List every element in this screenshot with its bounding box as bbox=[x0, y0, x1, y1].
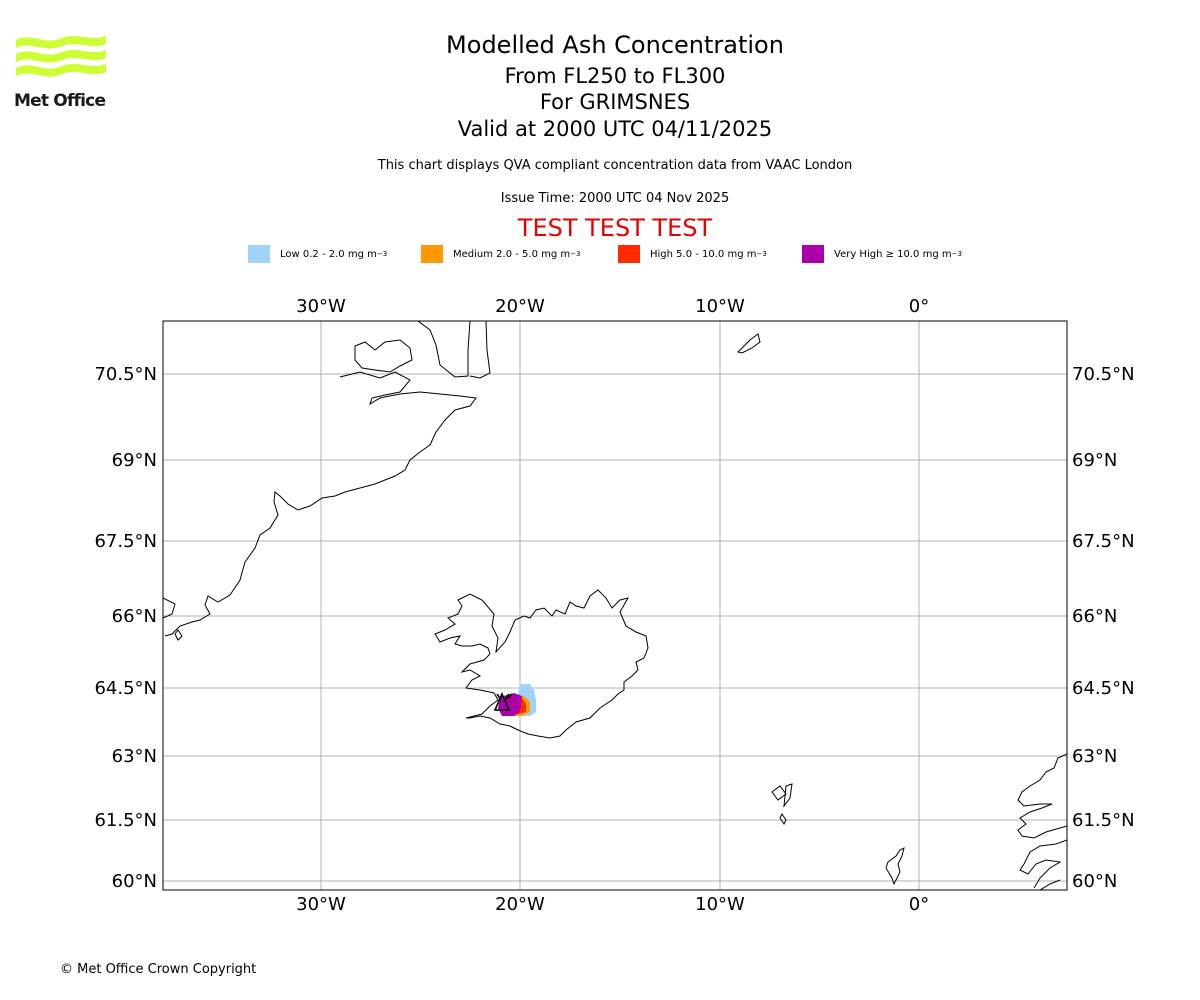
lon-label-30w: 30°W bbox=[296, 296, 346, 317]
legend-item-very-high: Very High ≥ 10.0 mg m −3 bbox=[802, 244, 962, 264]
legend-item-high: High 5.0 - 10.0 mg m −3 bbox=[618, 244, 767, 264]
chart-title: Modelled Ash Concentration bbox=[446, 31, 784, 59]
legend-label-very-high: Very High ≥ 10.0 mg m bbox=[834, 248, 952, 260]
legend-swatch-high bbox=[618, 245, 640, 263]
lon-label-0: 0° bbox=[909, 894, 929, 915]
lat-label: 66°N bbox=[112, 606, 157, 627]
gridlines bbox=[163, 321, 1067, 890]
met-office-logo bbox=[16, 36, 106, 77]
test-banner: TEST TEST TEST bbox=[517, 214, 713, 242]
lat-label: 63°N bbox=[112, 746, 157, 767]
coastlines bbox=[163, 321, 1067, 890]
lat-label: 61.5°N bbox=[1072, 810, 1135, 831]
legend-item-medium: Medium 2.0 - 5.0 mg m −3 bbox=[421, 244, 580, 264]
lat-label: 66°N bbox=[1072, 606, 1117, 627]
lat-label: 67.5°N bbox=[1072, 531, 1135, 552]
latitude-labels-right: 70.5°N 69°N 67.5°N 66°N 64.5°N 63°N 61.5… bbox=[1072, 364, 1135, 892]
met-office-wordmark: Met Office bbox=[14, 91, 106, 111]
lon-label-10w: 10°W bbox=[695, 894, 745, 915]
lat-label: 63°N bbox=[1072, 746, 1117, 767]
lat-label: 60°N bbox=[1072, 871, 1117, 892]
ash-plume bbox=[493, 684, 536, 716]
legend-label-medium: Medium 2.0 - 5.0 mg m bbox=[453, 248, 571, 260]
lat-label: 64.5°N bbox=[1072, 678, 1135, 699]
lon-label-20w: 20°W bbox=[495, 894, 545, 915]
lon-label-10w: 10°W bbox=[695, 296, 745, 317]
coastline-shetland bbox=[885, 847, 905, 886]
lat-label: 70.5°N bbox=[1072, 364, 1135, 385]
volcano-marker bbox=[493, 692, 511, 711]
legend-label-low: Low 0.2 - 2.0 mg m bbox=[280, 248, 377, 260]
legend-unit-exponent: −3 bbox=[376, 250, 388, 258]
lat-label: 60°N bbox=[112, 871, 157, 892]
lat-label: 69°N bbox=[1072, 450, 1117, 471]
coastline-iceland bbox=[434, 589, 649, 739]
coastline-faroe-islands bbox=[771, 783, 793, 825]
flight-level-range: From FL250 to FL300 bbox=[504, 64, 726, 88]
lon-label-30w: 30°W bbox=[296, 894, 346, 915]
longitude-labels-top: 30°W 20°W 10°W 0° bbox=[296, 296, 929, 317]
lon-label-0: 0° bbox=[909, 296, 929, 317]
legend-swatch-very-high bbox=[802, 245, 824, 263]
latitude-labels-left: 70.5°N 69°N 67.5°N 66°N 64.5°N 63°N 61.5… bbox=[94, 364, 157, 892]
chart-description: This chart displays QVA compliant concen… bbox=[377, 158, 853, 173]
legend-item-low: Low 0.2 - 2.0 mg m −3 bbox=[248, 244, 387, 264]
issue-time: Issue Time: 2000 UTC 04 Nov 2025 bbox=[500, 191, 730, 206]
lat-label: 70.5°N bbox=[94, 364, 157, 385]
longitude-labels-bottom: 30°W 20°W 10°W 0° bbox=[296, 894, 929, 915]
legend-label-high: High 5.0 - 10.0 mg m bbox=[650, 248, 757, 260]
lat-label: 61.5°N bbox=[94, 810, 157, 831]
legend-swatch-low bbox=[248, 245, 270, 263]
coastline-greenland bbox=[163, 321, 491, 641]
legend-unit-exponent: −3 bbox=[756, 250, 767, 258]
legend-swatch-medium bbox=[421, 245, 443, 263]
legend-unit-exponent: −3 bbox=[570, 250, 581, 258]
valid-time: Valid at 2000 UTC 04/11/2025 bbox=[457, 117, 773, 141]
lat-label: 67.5°N bbox=[94, 531, 157, 552]
coastline-norway bbox=[1017, 753, 1067, 890]
lat-label: 69°N bbox=[112, 450, 157, 471]
lon-label-20w: 20°W bbox=[495, 296, 545, 317]
coastline-jan-mayen bbox=[737, 333, 761, 354]
map-frame bbox=[162, 320, 1068, 891]
lat-label: 64.5°N bbox=[94, 678, 157, 699]
copyright-notice: © Met Office Crown Copyright bbox=[60, 962, 257, 977]
volcano-name: For GRIMSNES bbox=[539, 90, 691, 114]
legend-unit-exponent: −3 bbox=[951, 250, 962, 258]
